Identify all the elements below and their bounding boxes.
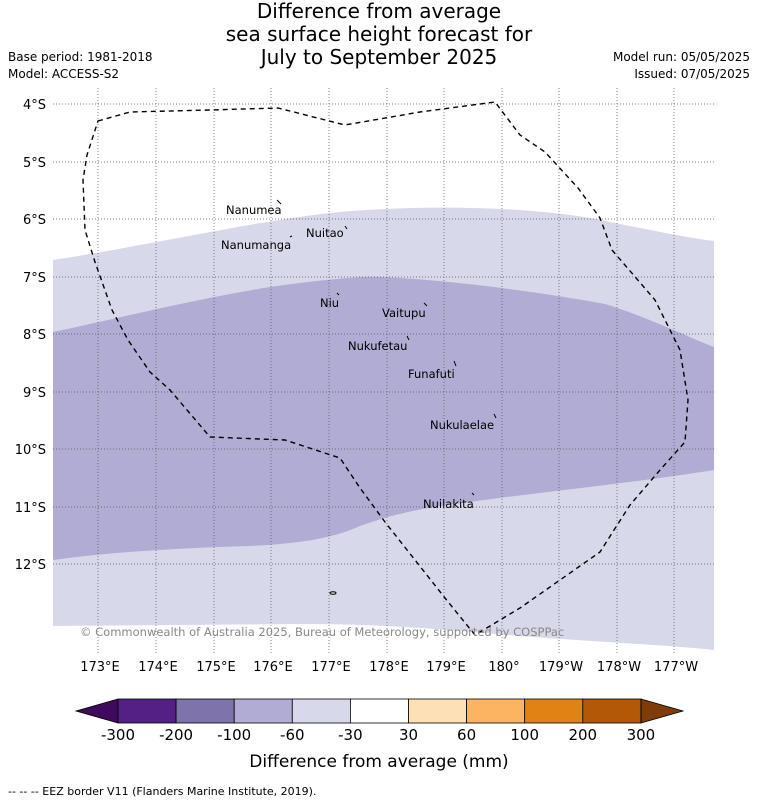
island-labels: Nanumea Nuitao Nanumanga Niu Vaitupu Nuk… bbox=[221, 203, 494, 511]
latitude-label: 8°S bbox=[23, 328, 46, 343]
colorbar-swatch bbox=[408, 698, 467, 724]
model-run-date: Model run: 05/05/2025 bbox=[612, 50, 750, 64]
island-label: Nuitao bbox=[306, 226, 344, 240]
island-label: Vaitupu bbox=[382, 306, 426, 320]
colorbar: -300 -200 -100 -60 -30 30 60 100 200 300 bbox=[74, 698, 685, 744]
island-label: Nanumanga bbox=[221, 238, 291, 252]
colorbar-tick-label: 60 bbox=[457, 726, 476, 744]
island-shape bbox=[276, 199, 282, 205]
longitude-label: 177°E bbox=[311, 660, 351, 675]
title-line-1: Difference from average bbox=[256, 0, 502, 23]
longitude-label: 174°E bbox=[138, 660, 178, 675]
latitude-label: 10°S bbox=[15, 443, 46, 458]
map-title: Difference from average sea surface heig… bbox=[0, 0, 758, 69]
island-label: Funafuti bbox=[408, 367, 455, 381]
model-name: Model: ACCESS-S2 bbox=[8, 67, 120, 81]
colorbar-tick-label: 100 bbox=[510, 726, 539, 744]
gridlines bbox=[53, 88, 714, 653]
colorbar-tick-label: 300 bbox=[627, 726, 656, 744]
longitude-label: 175°E bbox=[196, 660, 236, 675]
base-period: Base period: 1981-2018 bbox=[8, 50, 153, 64]
title-line-2: sea surface height forecast for bbox=[225, 22, 533, 46]
island-label: Nukufetau bbox=[348, 339, 407, 353]
colorbar-tick-label: 200 bbox=[568, 726, 597, 744]
island-shape bbox=[289, 235, 293, 238]
latitude-label: 12°S bbox=[15, 558, 46, 573]
colorbar-swatch bbox=[466, 698, 526, 724]
longitude-label: 179°W bbox=[539, 660, 583, 675]
longitude-labels: 173°E 174°E 175°E 176°E 177°E 178°E 179°E 180° 1… bbox=[80, 660, 698, 675]
colorbar-swatch bbox=[524, 698, 584, 724]
eez-border bbox=[82, 101, 689, 636]
colorbar-low-arrow bbox=[74, 698, 119, 724]
island-shape bbox=[493, 413, 497, 419]
longitude-label: 177°W bbox=[654, 660, 698, 675]
colorbar-tick-label: -60 bbox=[280, 726, 305, 744]
latitude-label: 6°S bbox=[23, 213, 46, 228]
longitude-label: 179°E bbox=[426, 660, 466, 675]
colorbar-swatch bbox=[291, 698, 351, 724]
colorbar-label: Difference from average (mm) bbox=[249, 752, 508, 772]
island-label: Nanumea bbox=[226, 203, 282, 217]
title-line-3: July to September 2025 bbox=[260, 45, 498, 69]
island-shape bbox=[453, 360, 457, 367]
island-shape bbox=[423, 302, 428, 307]
island-shape bbox=[336, 292, 340, 296]
longitude-label: 173°E bbox=[80, 660, 120, 675]
latitude-label: 7°S bbox=[23, 271, 46, 286]
longitude-label: 178°W bbox=[597, 660, 641, 675]
colorbar-tick-label: -30 bbox=[338, 726, 363, 744]
latitude-label: 11°S bbox=[15, 501, 46, 516]
copyright-notice: © Commonwealth of Australia 2025, Bureau… bbox=[80, 625, 564, 639]
latitude-label: 4°S bbox=[23, 98, 46, 113]
latitude-label: 9°S bbox=[23, 386, 46, 401]
latitude-label: 5°S bbox=[23, 156, 46, 171]
longitude-label: 176°E bbox=[253, 660, 293, 675]
longitude-label: 178°E bbox=[369, 660, 409, 675]
colorbar-swatch bbox=[233, 698, 293, 724]
island-markers bbox=[276, 199, 497, 595]
island-shape bbox=[471, 492, 475, 496]
island-label: Niu bbox=[320, 296, 339, 310]
colorbar-high-arrow bbox=[640, 698, 685, 724]
colorbar-tick-label: -200 bbox=[159, 726, 193, 744]
anomaly-band-neutral bbox=[53, 624, 714, 653]
anomaly-band-dark bbox=[53, 276, 714, 560]
colorbar-tick-label: 30 bbox=[399, 726, 418, 744]
island-label: Nuilakita bbox=[423, 497, 474, 511]
island-shape bbox=[406, 335, 410, 341]
island-shape bbox=[344, 225, 348, 230]
colorbar-swatch bbox=[582, 698, 642, 724]
colorbar-swatch bbox=[117, 698, 177, 724]
run-info: Model run: 05/05/2025 Issued: 07/05/2025 bbox=[613, 49, 750, 83]
model-info: Base period: 1981-2018 Model: ACCESS-S2 bbox=[8, 49, 153, 83]
latitude-labels: 4°S 5°S 6°S 7°S 8°S 9°S 10°S 11°S 12°S bbox=[15, 98, 46, 573]
colorbar-swatch bbox=[349, 698, 409, 724]
colorbar-tick-label: -100 bbox=[217, 726, 251, 744]
island-label: Nukulaelae bbox=[430, 418, 494, 432]
issued-date: Issued: 07/05/2025 bbox=[634, 67, 750, 81]
colorbar-swatch bbox=[175, 698, 235, 724]
eez-footnote: -- -- -- EEZ border V11 (Flanders Marine… bbox=[8, 785, 317, 798]
longitude-label: 180° bbox=[488, 660, 519, 675]
map-area bbox=[53, 207, 714, 653]
colorbar-tick-label: -300 bbox=[101, 726, 135, 744]
island-shape bbox=[329, 591, 337, 595]
